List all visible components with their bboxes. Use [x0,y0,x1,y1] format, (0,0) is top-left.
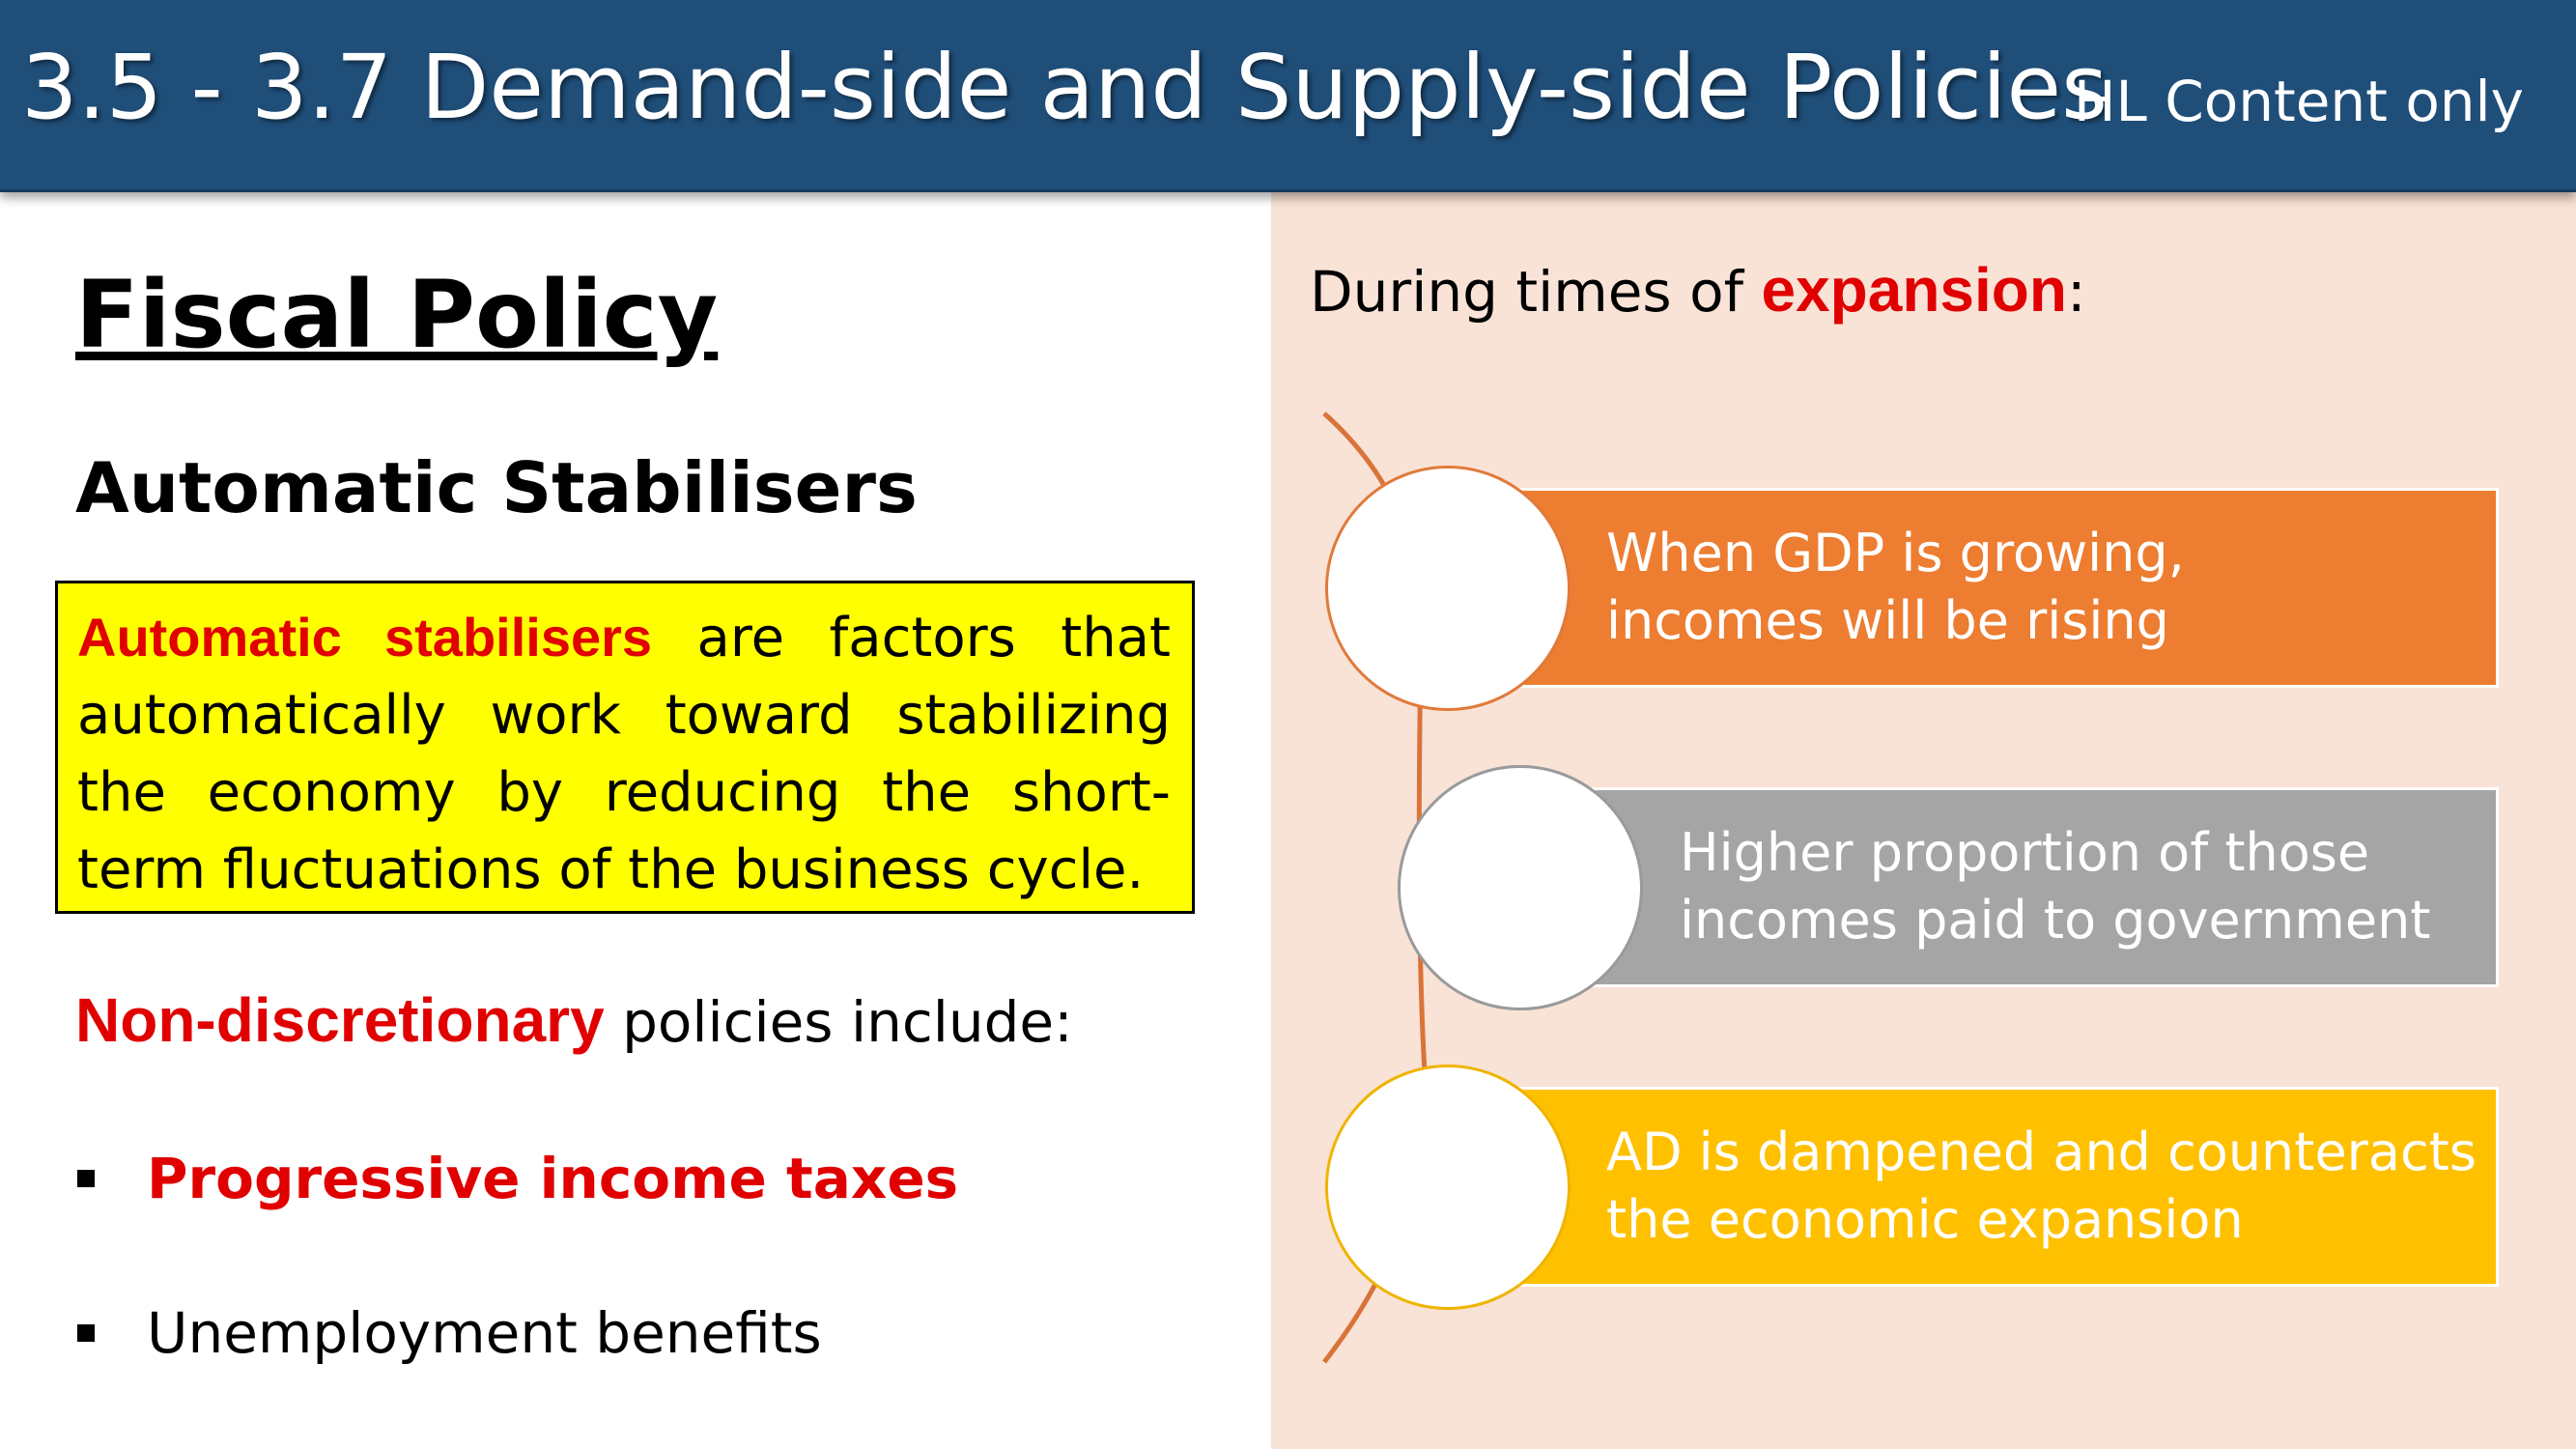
definition-text: are factors that automatically work towa… [77,607,1171,901]
step-box-2: Higher proportion of those incomes paid … [1580,787,2499,987]
hl-content-tag: HL Content only [2073,69,2524,134]
step-3-line-2: the economic expansion [1606,1189,2244,1250]
subtitle: Automatic Stabilisers [75,447,918,528]
step-1-line-1: When GDP is growing, [1606,523,2185,583]
step-3-line-1: AD is dampened and counteracts [1606,1122,2477,1182]
expansion-intro-prefix: During times of [1310,259,1762,325]
definition-term: Automatic stabilisers [77,607,653,668]
slide-title: 3.5 - 3.7 Demand-side and Supply-side Po… [21,36,2109,139]
step-circle-2 [1398,765,1643,1010]
bullet-square-icon [77,1323,95,1342]
definition-box: Automatic stabilisers are factors that a… [55,581,1195,914]
step-2-line-1: Higher proportion of those [1680,822,2370,883]
non-discretionary-line: Non-discretionary policies include: [75,983,1073,1059]
slide-header: 3.5 - 3.7 Demand-side and Supply-side Po… [0,0,2576,192]
bullet-item-unemployment-benefits: Unemployment benefits [77,1296,822,1370]
step-circle-1 [1325,466,1571,711]
step-1-line-2: incomes will be rising [1606,590,2169,651]
step-box-1: When GDP is growing, incomes will be ris… [1507,488,2499,688]
bullet-square-icon [77,1169,95,1187]
step-2-line-2: incomes paid to government [1680,890,2431,951]
expansion-intro-suffix: : [2066,259,2086,325]
section-title: Fiscal Policy [75,261,719,369]
bullet-text: Unemployment benefits [147,1300,822,1366]
step-circle-3 [1325,1065,1571,1310]
step-box-3: AD is dampened and counteracts the econo… [1507,1087,2499,1287]
non-discretionary-rest: policies include: [604,989,1073,1055]
bullet-item-progressive-taxes: Progressive income taxes [77,1142,958,1215]
expansion-intro: During times of expansion: [1310,253,2086,328]
non-discretionary-highlight: Non-discretionary [75,985,605,1055]
expansion-highlight: expansion [1761,255,2067,325]
bullet-text: Progressive income taxes [147,1146,959,1211]
